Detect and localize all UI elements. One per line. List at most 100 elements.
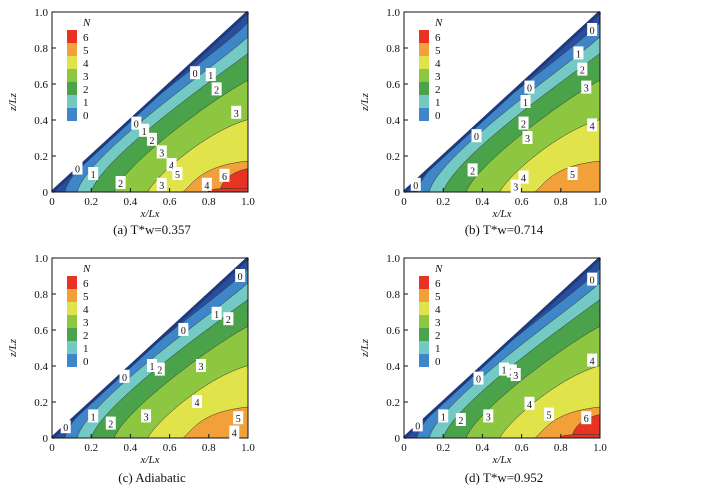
- y-axis-label: z/Lz: [359, 338, 371, 357]
- x-tick-label: 0: [401, 442, 407, 454]
- legend-swatch: [67, 341, 77, 354]
- y-tick-label: 0.4: [386, 361, 400, 373]
- contour-label-bg: [231, 105, 242, 119]
- contour-label: 2: [149, 136, 154, 147]
- x-tick-label: 0.6: [163, 442, 177, 454]
- contour-label-bg: [201, 177, 212, 191]
- legend-swatch: [419, 108, 429, 121]
- contour-label: 0: [474, 132, 479, 143]
- contour-label: 1: [149, 362, 154, 373]
- contour-label-bg: [60, 420, 71, 434]
- contour-label-bg: [211, 306, 222, 320]
- contour-label-bg: [577, 62, 588, 76]
- contour-label-bg: [192, 395, 203, 408]
- contour-label: 4: [195, 398, 200, 409]
- x-tick-label: 0.4: [476, 442, 490, 454]
- contour-label: 1: [523, 98, 528, 109]
- x-tick-label: 0: [49, 196, 55, 208]
- contour-label: 2: [226, 315, 231, 326]
- y-tick-label: 0.6: [386, 79, 400, 91]
- contour-label: 0: [590, 26, 595, 37]
- contour-label: 0: [238, 272, 243, 283]
- legend-label: 0: [435, 356, 441, 368]
- y-tick-label: 0.4: [34, 361, 48, 373]
- caption-b: (b) T*w=0.714: [464, 222, 544, 237]
- contour-label-bg: [88, 409, 99, 423]
- contour-label: 1: [501, 366, 506, 377]
- x-tick-label: 0: [49, 442, 55, 454]
- x-tick-label: 1.0: [593, 442, 607, 454]
- contour-label: 5: [570, 170, 575, 181]
- contour-label-bg: [587, 272, 598, 286]
- contour-label-bg: [146, 132, 157, 146]
- contour-label: 0: [134, 120, 139, 131]
- contour-label-bg: [115, 176, 126, 189]
- contour-label-bg: [587, 118, 598, 132]
- contour-label: 1: [91, 170, 96, 181]
- contour-plot-a: 0 0.2 0.4 0.6 0.8 1.0 0 0.2 0.4 0.6 0.8 1.0 x/Lx z/Lz…: [7, 7, 255, 220]
- legend-swatch: [67, 328, 77, 341]
- contour-label-bg: [131, 116, 142, 130]
- legend-label: 5: [435, 45, 441, 57]
- contour-label: 1: [576, 49, 581, 60]
- legend-label: 0: [435, 110, 441, 122]
- legend-label: 1: [83, 343, 89, 355]
- contour-label-bg: [467, 163, 478, 177]
- y-tick-label: 1.0: [34, 253, 48, 265]
- legend-label: 2: [435, 330, 441, 342]
- contour-label: 4: [204, 181, 209, 192]
- legend-label: 1: [435, 343, 441, 355]
- x-tick-label: 0: [401, 196, 407, 208]
- y-tick-label: 0.4: [386, 115, 400, 127]
- legend-swatch: [419, 302, 429, 315]
- legend-label: 6: [435, 278, 441, 290]
- y-tick-label: 0.2: [386, 397, 400, 409]
- contour-label: 0: [413, 181, 418, 192]
- contour-label: 3: [584, 84, 589, 95]
- y-tick-label: 0.8: [386, 43, 400, 55]
- contour-label-bg: [211, 82, 222, 96]
- contour-label: 1: [208, 71, 213, 82]
- legend-swatch: [419, 30, 429, 43]
- y-tick-label: 0: [395, 433, 401, 445]
- legend-label: 5: [83, 45, 89, 57]
- legend-label: 6: [83, 278, 89, 290]
- contour-label: 1: [142, 127, 147, 138]
- contour-label: 4: [527, 400, 532, 411]
- contour-label: 5: [236, 414, 241, 425]
- y-axis-label: z/Lz: [359, 92, 371, 111]
- y-axis-label: z/Lz: [7, 92, 19, 111]
- contour-label: 0: [590, 276, 595, 287]
- contour-plot-c: 0 0.2 0.4 0.6 0.8 1.0 0 0.2 0.4 0.6 0.8 1.0 x/Lx z/Lz…: [7, 253, 255, 466]
- contour-label: 0: [476, 375, 481, 386]
- contour-label-bg: [139, 123, 150, 137]
- contour-label-bg: [567, 167, 578, 180]
- legend-swatch: [67, 82, 77, 95]
- y-tick-label: 0.4: [34, 115, 48, 127]
- legend-label: 1: [435, 97, 441, 109]
- contour-label-bg: [156, 145, 167, 159]
- contour-label-bg: [483, 409, 494, 423]
- x-tick-label: 0.6: [515, 442, 529, 454]
- contour-label: 4: [232, 429, 237, 440]
- contour-label: 0: [193, 69, 198, 80]
- contour-label: 0: [122, 373, 127, 384]
- contour-label: 3: [486, 412, 491, 423]
- contour-label-bg: [587, 23, 598, 36]
- contour-label: 3: [234, 109, 239, 120]
- contour-label-bg: [88, 167, 99, 180]
- contour-label: 6: [222, 172, 227, 183]
- y-tick-label: 0.8: [34, 289, 48, 301]
- legend-swatch: [419, 341, 429, 354]
- contour-label: 4: [169, 161, 174, 172]
- legend-swatch: [67, 276, 77, 289]
- legend-swatch: [419, 95, 429, 108]
- legend-swatch: [419, 354, 429, 367]
- contour-plot-b: 0 0.2 0.4 0.6 0.8 1.0 0 0.2 0.4 0.6 0.8 1.0 x/Lx z/Lz…: [359, 7, 607, 220]
- contour-label-bg: [518, 170, 529, 184]
- contour-label: 6: [584, 414, 589, 425]
- y-tick-label: 1.0: [386, 253, 400, 265]
- caption-a: (a) T*w=0.357: [113, 222, 191, 237]
- legend-swatch: [419, 276, 429, 289]
- contour-label-bg: [166, 158, 177, 171]
